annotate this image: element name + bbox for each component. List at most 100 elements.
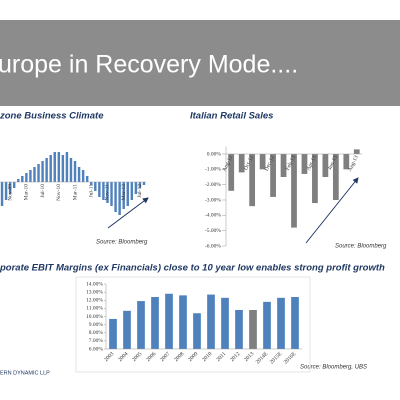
bar: [179, 295, 187, 349]
bar: [98, 182, 101, 197]
bar: [0, 182, 4, 206]
bar: [249, 153, 256, 207]
bar: [130, 182, 134, 200]
x-tick-label: Jun-13: [327, 155, 339, 171]
x-tick-label: Jul-10: [40, 184, 46, 198]
bar: [37, 164, 40, 182]
bar: [235, 310, 243, 349]
x-tick-label: Mar-12: [121, 184, 127, 201]
bar: [277, 297, 285, 349]
trend-arrow: [107, 197, 149, 229]
bar: [142, 182, 146, 185]
bar: [126, 182, 129, 206]
bar: [353, 149, 360, 154]
x-tick-label: 2006: [145, 351, 157, 363]
y-tick-label: -2.00%: [205, 182, 221, 188]
bar: [263, 301, 271, 349]
bar: [221, 297, 229, 349]
source-note: Source: Bloomberg, UBS: [300, 365, 367, 371]
source-note: Source: Bloomberg: [335, 244, 387, 250]
bar: [193, 313, 201, 349]
bar: [21, 176, 24, 182]
bar: [17, 179, 20, 182]
bar: [61, 155, 65, 182]
x-tick-label: 2008: [173, 351, 185, 363]
chart-title: Italian Retail Sales: [190, 111, 273, 122]
x-tick-label: 2007: [159, 351, 171, 363]
bar: [134, 182, 138, 194]
y-tick-label: 11.00%: [86, 306, 103, 312]
bar: [291, 297, 299, 349]
bar: [53, 152, 56, 182]
y-tick-label: 8.00%: [89, 330, 104, 336]
y-tick-label: 7.00%: [89, 338, 104, 344]
header-title: urope in Recovery Mode....: [0, 51, 298, 79]
footer-text: ERN DYNAMIC LLP: [0, 370, 50, 376]
trend-arrow: [305, 177, 359, 244]
x-tick-label: 2012: [229, 351, 241, 363]
bar: [81, 170, 85, 182]
bar: [138, 182, 142, 188]
x-tick-label: Nov-11: [105, 184, 111, 201]
bar: [85, 176, 89, 182]
x-tick-label: 2010: [201, 351, 213, 363]
bar: [94, 182, 97, 191]
bar: [238, 153, 245, 173]
bar: [25, 173, 28, 182]
bar: [343, 153, 350, 170]
y-tick-label: 9.00%: [89, 322, 104, 328]
bar: [102, 182, 105, 200]
bar: [151, 297, 159, 349]
y-tick-label: -6.00%: [205, 243, 221, 249]
bar: [77, 167, 81, 182]
x-tick-label: 2004: [117, 351, 129, 363]
chart-title: zone Business Climate: [0, 111, 104, 122]
bar: [106, 182, 109, 203]
bar: [4, 182, 8, 200]
bar: [312, 153, 318, 204]
x-tick-label: 2011: [215, 351, 227, 363]
bar: [122, 182, 125, 209]
x-tick-label: 2005: [131, 351, 143, 363]
y-tick-label: 10.00%: [86, 314, 103, 320]
chart-title: porate EBIT Margins (ex Financials) clos…: [0, 263, 385, 274]
bar: [41, 161, 44, 182]
y-tick-label: 13.00%: [86, 289, 103, 295]
y-tick-label: -1.00%: [205, 167, 221, 173]
bar: [228, 153, 235, 191]
x-tick-label: 2016E: [283, 351, 298, 366]
x-tick-label: Oct-12: [243, 155, 255, 172]
x-tick-label: 2009: [187, 351, 199, 363]
bar: [8, 182, 12, 194]
bar: [73, 161, 77, 182]
bar: [57, 152, 61, 182]
header-band: [0, 20, 400, 106]
x-tick-label: 2003: [103, 351, 115, 363]
source-note: Source: Bloomberg: [96, 240, 148, 246]
bar: [291, 153, 297, 228]
y-tick-label: 0.00%: [207, 151, 222, 157]
bar: [165, 293, 173, 349]
x-tick-label: Nov-10: [56, 184, 62, 201]
bar: [249, 310, 257, 349]
bar: [110, 182, 113, 206]
x-tick-label: 2015E: [269, 351, 284, 366]
y-tick-label: -4.00%: [205, 213, 221, 219]
bar: [114, 182, 117, 212]
x-tick-label: Nov-09: [7, 184, 13, 201]
bar: [259, 153, 266, 170]
bar: [90, 182, 93, 185]
bar: [12, 182, 16, 188]
bar: [29, 170, 32, 182]
x-tick-label: Jul-11: [89, 184, 95, 198]
chart-frame: [75, 276, 311, 373]
bar: [65, 152, 69, 182]
y-tick-label: 14.00%: [86, 281, 103, 287]
bar: [118, 182, 121, 215]
y-tick-label: 6.00%: [89, 346, 104, 352]
bar: [270, 153, 276, 197]
x-tick-label: 2014E: [255, 351, 270, 366]
y-tick-label: -3.00%: [205, 197, 221, 203]
bar: [322, 153, 329, 177]
